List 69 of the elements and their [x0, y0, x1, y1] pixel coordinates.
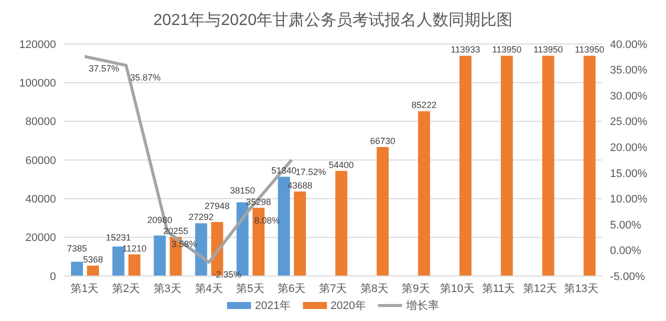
data-label: 20980 [147, 214, 172, 225]
data-label: 35298 [246, 196, 272, 207]
bar [87, 266, 99, 276]
data-label: 113950 [574, 44, 604, 55]
data-label: 15231 [106, 232, 131, 242]
data-label: 37.57% [88, 64, 120, 74]
data-label: 113950 [534, 44, 563, 55]
bar [376, 146, 389, 276]
data-label: 20255 [163, 226, 188, 236]
data-label: 113950 [492, 44, 522, 55]
y-tick-label: 60000 [25, 154, 56, 167]
y2-tick-label: -5.00% [610, 270, 646, 283]
bar [584, 56, 596, 276]
y2-tick-label: 15.00% [610, 168, 648, 180]
bar [128, 254, 140, 276]
x-tick-label: 第2天 [112, 282, 140, 295]
y2-tick-label: 25.00% [610, 116, 648, 128]
bar [335, 170, 348, 276]
bar [459, 56, 472, 276]
data-label: 38150 [230, 186, 256, 196]
x-tick-label: 第8天 [360, 282, 388, 295]
chart-title: 2021年与2020年甘肃公务员考试报名人数同期比图 [152, 10, 514, 31]
x-tick-label: 第1天 [70, 282, 99, 295]
data-label: 85222 [412, 100, 437, 110]
bar [418, 111, 430, 276]
data-label: 35.87% [130, 72, 161, 82]
bar [500, 56, 513, 276]
bar [195, 223, 208, 276]
legend-label: 2020年 [330, 299, 366, 313]
y-tick-label: 120000 [19, 38, 56, 51]
y2-tick-label: 35.00% [610, 64, 648, 77]
bar [294, 192, 306, 276]
data-label: 5368 [82, 254, 104, 265]
data-label: 27292 [188, 212, 214, 222]
x-tick-label: 第7天 [318, 282, 348, 295]
y-tick-label: 100000 [19, 78, 56, 90]
x-tick-label: 第12天 [522, 282, 558, 295]
legend-label: 增长率 [406, 298, 439, 313]
y-tick-label: 80000 [25, 116, 56, 128]
y-tick-label: 40000 [25, 194, 56, 206]
y2-tick-label: 40.00% [610, 38, 648, 51]
y-tick-label: 0 [50, 270, 56, 283]
y2-tick-label: 5.00% [610, 219, 642, 232]
x-tick-label: 第13天 [564, 282, 598, 295]
data-label: 113933 [450, 44, 480, 55]
data-label: 66730 [370, 136, 396, 146]
x-tick-label: 第11天 [482, 282, 516, 295]
bar [71, 262, 83, 276]
x-tick-label: 第4天 [194, 282, 223, 295]
y2-tick-label: 10.00% [610, 194, 648, 206]
data-label: 17.52% [296, 166, 326, 177]
data-label: 27948 [204, 201, 230, 212]
y2-tick-label: 0.00% [610, 245, 642, 258]
data-label: 51340 [271, 166, 296, 176]
y2-tick-label: 30.00% [610, 90, 648, 102]
x-tick-label: 第10天 [440, 282, 474, 295]
y2-tick-label: 20.00% [610, 142, 648, 154]
bar [112, 246, 124, 276]
bar [542, 56, 554, 276]
y-tick-label: 20000 [25, 232, 56, 244]
data-label: -2.35% [212, 269, 242, 280]
bar [154, 235, 166, 276]
data-label: 54400 [328, 160, 354, 170]
x-tick-label: 第6天 [278, 282, 306, 295]
legend-label: 2021年 [255, 299, 290, 313]
x-tick-label: 第5天 [236, 282, 264, 295]
data-label: 7385 [66, 244, 88, 254]
x-tick-label: 第9天 [402, 282, 430, 295]
x-tick-label: 第3天 [153, 282, 182, 295]
